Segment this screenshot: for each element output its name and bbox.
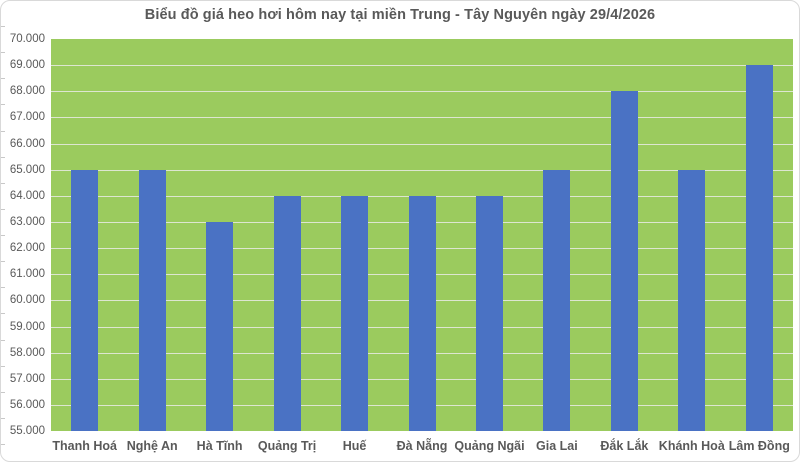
y-tick-label: 62.000 — [9, 242, 45, 255]
bar-Quảng Ngãi — [476, 195, 503, 431]
y-tick-label: 67.000 — [9, 111, 45, 124]
chart-title: Biểu đồ giá heo hơi hôm nay tại miền Tru… — [144, 7, 656, 23]
bar-Gia Lai — [543, 169, 571, 431]
x-category-label: Lâm Đồng — [728, 439, 790, 453]
y-axis-tick — [1, 235, 5, 236]
gridline — [51, 91, 793, 93]
y-tick-label: 57.000 — [9, 372, 45, 385]
y-tick-label: 56.000 — [9, 398, 45, 411]
y-axis-tick — [1, 130, 5, 132]
gridline — [51, 117, 793, 119]
y-tick-label: 55.000 — [9, 425, 45, 437]
y-tick-label: 69.000 — [9, 59, 45, 72]
y-axis-tick — [1, 52, 5, 54]
gridline — [51, 169, 793, 171]
y-axis-tick — [1, 417, 5, 419]
y-tick-label: 66.000 — [9, 137, 45, 150]
x-category-label: Đắk Lắk — [600, 439, 649, 453]
y-axis-tick — [1, 287, 5, 289]
y-tick-label: 58.000 — [9, 346, 45, 359]
x-category-label: Quảng Trị — [257, 439, 317, 453]
y-tick-label: 68.000 — [9, 85, 45, 98]
gridline — [51, 143, 793, 145]
y-axis-tick — [1, 25, 5, 27]
y-axis-tick — [1, 391, 5, 393]
bar-Hà Tĩnh — [206, 221, 234, 431]
bar-Lâm Đồng — [745, 65, 773, 431]
y-tick-label: 70.000 — [9, 33, 45, 45]
bar-Đắk Lắk — [610, 91, 638, 431]
y-tick-label: 59.000 — [9, 320, 45, 333]
y-axis-tick — [1, 313, 5, 315]
bar-Nghệ An — [138, 169, 166, 431]
y-axis-tick — [1, 261, 5, 263]
y-axis-tick — [1, 208, 5, 210]
y-tick-label: 61.000 — [9, 268, 45, 281]
x-category-label: Huế — [342, 439, 367, 453]
y-tick-label: 60.000 — [9, 294, 45, 307]
x-category-label: Hà Tĩnh — [196, 439, 243, 453]
plot-area — [51, 39, 793, 431]
bar-Quảng Trị — [273, 195, 301, 431]
y-axis-tick — [1, 104, 5, 106]
bar-Khánh Hoà — [678, 169, 706, 431]
y-axis-tick — [1, 156, 5, 158]
gridline — [51, 65, 793, 67]
y-tick-label: 65.000 — [9, 163, 45, 176]
y-axis-tick — [1, 78, 5, 80]
x-category-label: Thanh Hoá — [52, 439, 117, 453]
y-tick-label: 63.000 — [9, 215, 45, 228]
x-category-label: Quảng Ngãi — [454, 439, 525, 453]
y-axis-tick — [1, 182, 5, 184]
x-category-label: Khánh Hoà — [658, 439, 725, 453]
x-category-label: Nghệ An — [126, 439, 178, 453]
bar-Thanh Hoá — [71, 169, 99, 431]
bar-Đà Nẵng — [408, 195, 436, 431]
x-category-label: Đà Nẵng — [396, 439, 448, 453]
y-axis-tick — [1, 365, 5, 367]
y-axis-tick — [1, 339, 5, 341]
y-tick-label: 64.000 — [9, 189, 45, 202]
y-axis-tick — [1, 444, 5, 446]
x-category-label: Gia Lai — [536, 439, 578, 453]
bar-Huế — [341, 195, 368, 431]
